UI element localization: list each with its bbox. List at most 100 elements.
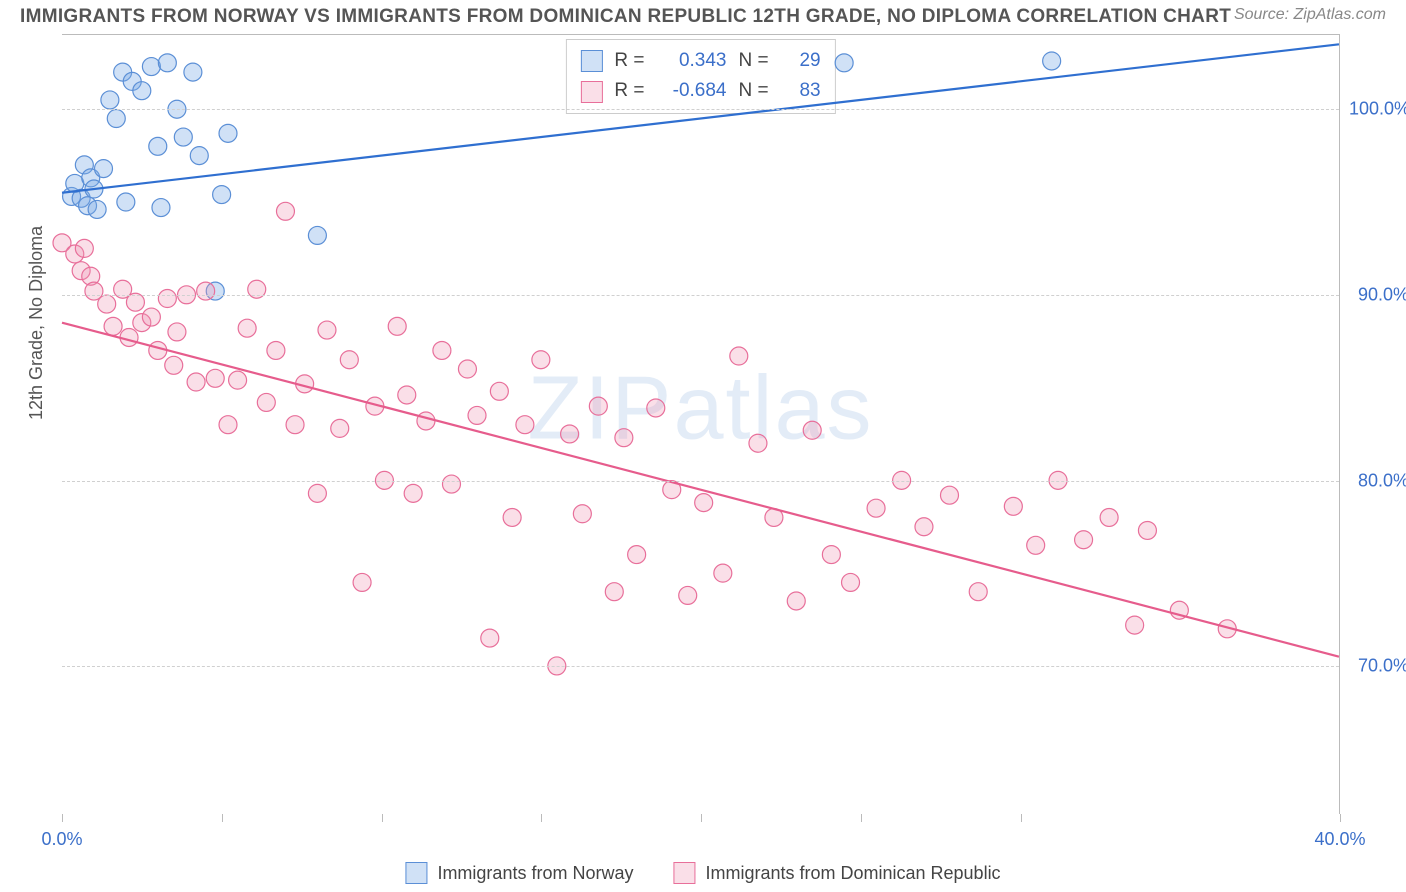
data-point-norway: [101, 91, 119, 109]
data-point-dominican: [503, 508, 521, 526]
gridline: [62, 481, 1339, 482]
data-point-dominican: [308, 484, 326, 502]
data-point-dominican: [165, 356, 183, 374]
y-tick-label: 90.0%: [1349, 285, 1406, 306]
gridline: [62, 109, 1339, 110]
data-point-dominican: [803, 421, 821, 439]
data-point-dominican: [490, 382, 508, 400]
trend-line-norway: [62, 44, 1339, 192]
data-point-dominican: [404, 484, 422, 502]
x-tick: [1340, 814, 1341, 822]
x-tick: [701, 814, 702, 822]
data-point-norway: [149, 137, 167, 155]
data-point-norway: [88, 200, 106, 218]
data-point-norway: [190, 147, 208, 165]
data-point-dominican: [822, 546, 840, 564]
data-point-dominican: [398, 386, 416, 404]
data-point-dominican: [219, 416, 237, 434]
chart-title: IMMIGRANTS FROM NORWAY VS IMMIGRANTS FRO…: [20, 6, 1231, 28]
data-point-dominican: [695, 494, 713, 512]
x-tick: [861, 814, 862, 822]
data-point-norway: [117, 193, 135, 211]
y-tick-label: 70.0%: [1349, 656, 1406, 677]
data-point-dominican: [388, 317, 406, 335]
trend-line-dominican: [62, 323, 1339, 657]
data-point-dominican: [142, 308, 160, 326]
legend-swatch-icon: [673, 862, 695, 884]
data-point-dominican: [98, 295, 116, 313]
data-point-dominican: [628, 546, 646, 564]
data-point-norway: [152, 199, 170, 217]
data-point-dominican: [238, 319, 256, 337]
data-point-norway: [107, 110, 125, 128]
data-point-dominican: [605, 583, 623, 601]
x-tick: [541, 814, 542, 822]
data-point-dominican: [187, 373, 205, 391]
x-tick: [62, 814, 63, 822]
x-tick-label: 40.0%: [1314, 829, 1365, 850]
data-point-dominican: [532, 351, 550, 369]
data-point-dominican: [1027, 536, 1045, 554]
series-legend-label: Immigrants from Dominican Republic: [705, 863, 1000, 884]
data-point-norway: [174, 128, 192, 146]
data-point-norway: [835, 54, 853, 72]
data-point-dominican: [941, 486, 959, 504]
series-legend-item-dominican: Immigrants from Dominican Republic: [673, 862, 1000, 884]
data-point-dominican: [749, 434, 767, 452]
legend-swatch-icon: [405, 862, 427, 884]
data-point-norway: [219, 124, 237, 142]
data-point-dominican: [340, 351, 358, 369]
data-point-dominican: [714, 564, 732, 582]
data-point-dominican: [318, 321, 336, 339]
data-point-dominican: [615, 429, 633, 447]
data-point-dominican: [647, 399, 665, 417]
data-point-dominican: [104, 317, 122, 335]
data-point-dominican: [458, 360, 476, 378]
x-tick: [382, 814, 383, 822]
data-point-dominican: [206, 369, 224, 387]
data-point-dominican: [573, 505, 591, 523]
data-point-norway: [158, 54, 176, 72]
data-point-dominican: [276, 202, 294, 220]
data-point-dominican: [267, 341, 285, 359]
data-point-dominican: [1126, 616, 1144, 634]
y-tick-label: 80.0%: [1349, 470, 1406, 491]
y-axis-title: 12th Grade, No Diploma: [26, 226, 47, 420]
data-point-norway: [95, 160, 113, 178]
data-point-dominican: [516, 416, 534, 434]
series-legend-label: Immigrants from Norway: [437, 863, 633, 884]
data-point-dominican: [257, 393, 275, 411]
data-point-dominican: [589, 397, 607, 415]
data-point-dominican: [75, 239, 93, 257]
data-point-dominican: [1138, 521, 1156, 539]
source-label: Source: ZipAtlas.com: [1234, 6, 1386, 24]
data-point-norway: [308, 226, 326, 244]
data-point-dominican: [286, 416, 304, 434]
data-point-dominican: [969, 583, 987, 601]
data-point-dominican: [149, 341, 167, 359]
series-legend: Immigrants from Norway Immigrants from Do…: [405, 862, 1000, 884]
data-point-dominican: [561, 425, 579, 443]
data-point-dominican: [842, 573, 860, 591]
data-point-dominican: [197, 282, 215, 300]
data-point-dominican: [158, 290, 176, 308]
data-point-dominican: [915, 518, 933, 536]
gridline: [62, 666, 1339, 667]
data-point-dominican: [1100, 508, 1118, 526]
data-point-norway: [1043, 52, 1061, 70]
x-tick: [222, 814, 223, 822]
data-point-dominican: [433, 341, 451, 359]
plot-area: ZIPatlas R =0.343N =29R =-0.684N =83 70.…: [62, 34, 1340, 814]
data-point-dominican: [168, 323, 186, 341]
x-tick-label: 0.0%: [41, 829, 82, 850]
data-point-norway: [142, 58, 160, 76]
data-point-dominican: [229, 371, 247, 389]
data-point-norway: [133, 82, 151, 100]
data-point-dominican: [867, 499, 885, 517]
data-point-dominican: [442, 475, 460, 493]
data-point-dominican: [331, 419, 349, 437]
data-point-dominican: [787, 592, 805, 610]
data-point-dominican: [481, 629, 499, 647]
data-point-dominican: [679, 586, 697, 604]
series-legend-item-norway: Immigrants from Norway: [405, 862, 633, 884]
